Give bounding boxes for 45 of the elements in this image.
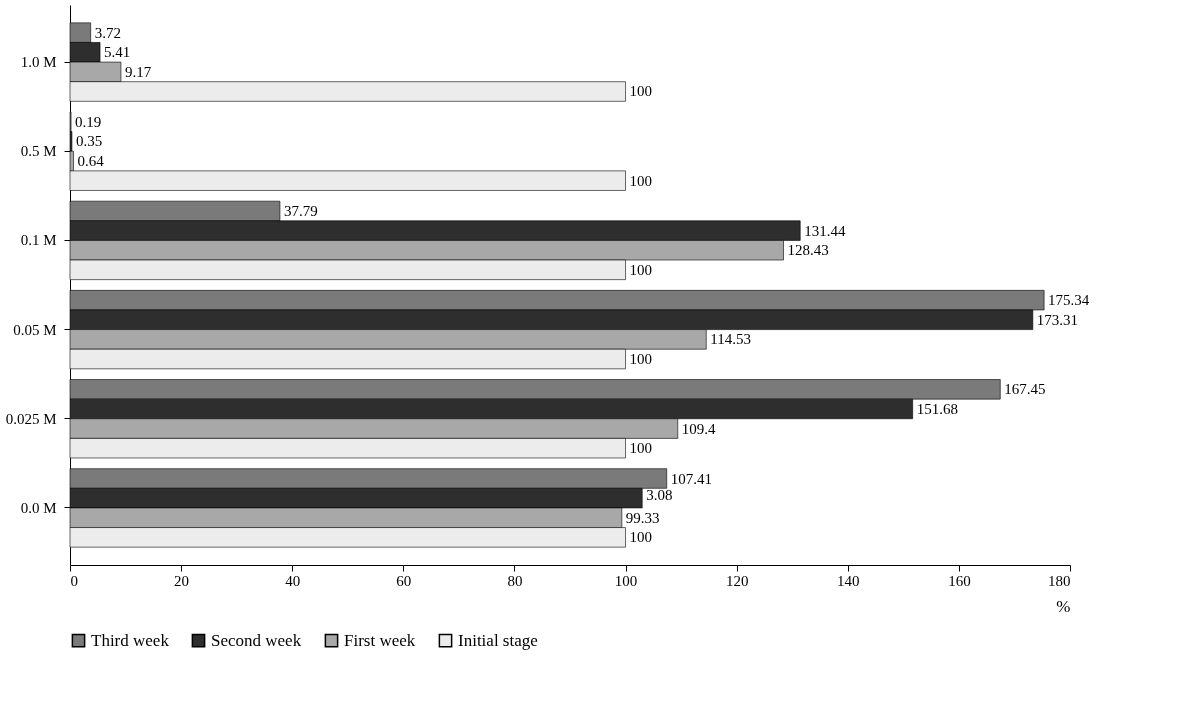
y-tick-label: 1.0 M [20, 54, 57, 71]
y-tick-label: 0.5 M [20, 143, 57, 160]
data-label: 100 [629, 440, 653, 457]
data-label: 131.44 [804, 222, 846, 239]
annotation: 3.08 [646, 486, 673, 503]
data-label: 37.79 [283, 202, 318, 219]
y-tick-label: 0.0 M [20, 499, 57, 516]
data-label: 128.43 [787, 242, 829, 259]
data-label: 3.72 [94, 24, 121, 41]
data-label: 0.64 [77, 153, 105, 170]
x-tick-label: 180 [1048, 572, 1071, 589]
y-tick-label: 0.05 M [13, 321, 57, 338]
data-label: 100 [629, 351, 653, 368]
data-label: 9.17 [124, 63, 152, 80]
data-label: 100 [629, 529, 653, 546]
data-label: 167.45 [1004, 381, 1046, 398]
data-label: 5.41 [104, 44, 131, 61]
data-label: 100 [629, 261, 653, 278]
data-label: 175.34 [1048, 292, 1090, 309]
data-label: 173.31 [1036, 311, 1079, 328]
x-tick-label: 140 [837, 572, 860, 589]
data-label: 0.35 [75, 133, 103, 150]
data-label: 99.33 [625, 509, 660, 526]
data-label: 109.4 [681, 420, 717, 437]
y-tick-label: 0.025 M [5, 410, 57, 427]
data-label: 107.41 [670, 470, 712, 487]
data-label: 0.19 [75, 113, 102, 130]
x-tick-label: 20 [174, 572, 190, 589]
y-tick-label: 0.1 M [20, 232, 57, 249]
data-label: 114.53 [710, 331, 751, 348]
legend-label: Initial stage [458, 630, 538, 650]
x-tick-label: 60 [396, 572, 412, 589]
legend-label: Second week [211, 630, 302, 650]
x-tick-label: 100 [614, 572, 638, 589]
x-tick-label: 120 [725, 572, 749, 589]
x-tick-label: 80 [507, 572, 523, 589]
data-label: 100 [629, 172, 653, 189]
x-tick-label: 40 [285, 572, 301, 589]
data-label: 100 [629, 83, 653, 100]
legend-label: Third week [91, 630, 170, 650]
x-axis-title: % [1056, 596, 1071, 616]
data-label: 151.68 [916, 400, 958, 417]
x-tick-label: 0 [70, 572, 78, 589]
x-tick-label: 160 [948, 572, 971, 589]
legend-label: First week [344, 630, 416, 650]
